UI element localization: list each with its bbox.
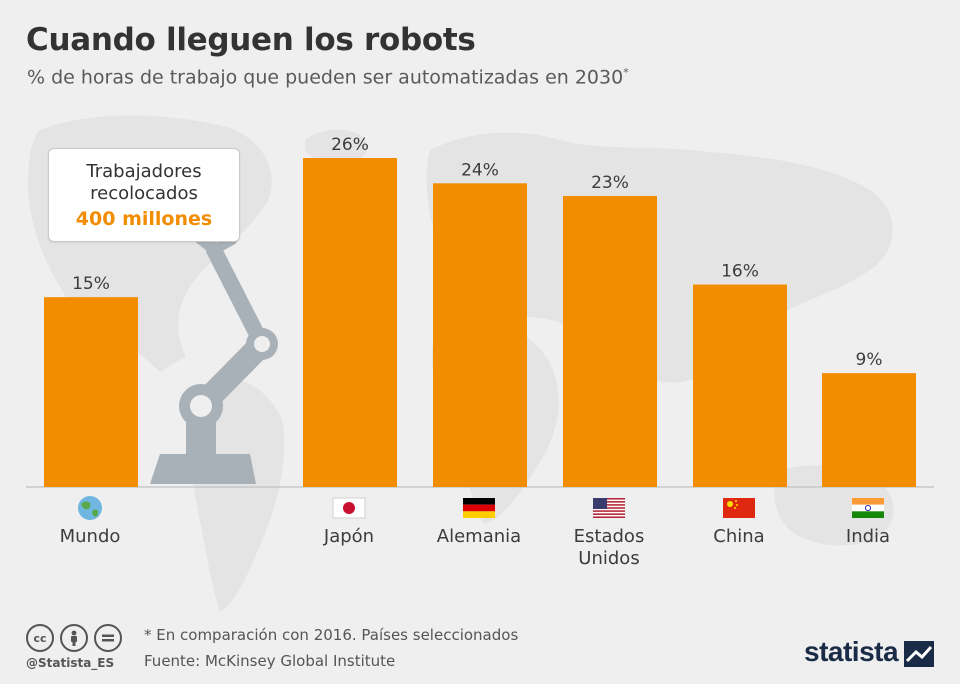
category-label-india: India: [846, 526, 890, 547]
no-derivatives-icon: [94, 624, 122, 652]
bar-alemania: [433, 183, 527, 488]
bar-china: [693, 284, 787, 487]
robot-arm-illustration: [150, 219, 278, 484]
category-label-mundo: Mundo: [60, 526, 121, 547]
footnote: * En comparación con 2016. Países selecc…: [144, 626, 519, 644]
statista-logo-mark-icon: [904, 641, 934, 667]
bar-estados-unidos: [563, 195, 657, 487]
category-label-line: Mundo: [60, 526, 121, 547]
bar-mundo: [44, 297, 138, 487]
value-labels: 15% 26% 24% 23% 16% 9%: [72, 135, 882, 370]
category-label-line: China: [713, 526, 764, 547]
subtitle-text: % de horas de trabajo que pueden ser aut…: [27, 66, 624, 89]
category-label-line: Unidos: [578, 548, 639, 569]
category-label-estados-unidos: Estados Unidos: [574, 526, 645, 569]
category-label-line: Japón: [323, 526, 374, 547]
category-label-alemania: Alemania: [437, 526, 521, 547]
value-label-alemania: 24%: [461, 160, 499, 180]
category-label-line: Estados: [574, 526, 645, 547]
bar-series: [44, 158, 916, 488]
creative-commons-icon: cc: [26, 624, 54, 652]
value-label-estados-unidos: 23%: [591, 173, 629, 193]
callout-line-2: recolocados: [90, 183, 198, 204]
chart-title: Cuando lleguen los robots: [26, 22, 476, 58]
statista-logo[interactable]: statista: [804, 636, 899, 667]
japan-flag-icon: [332, 497, 366, 519]
bar-japon: [303, 158, 397, 487]
callout-line-1: Trabajadores: [86, 161, 202, 182]
category-label-line: India: [846, 526, 890, 547]
subtitle-footnote-mark: *: [623, 66, 629, 79]
germany-flag-icon: [463, 498, 495, 518]
globe-icon: [78, 496, 102, 520]
category-label-line: Alemania: [437, 526, 521, 547]
usa-flag-icon: [593, 498, 625, 518]
china-flag-icon: [723, 498, 755, 518]
category-labels: Mundo Japón Alemania Estados Unidos China Indi…: [60, 526, 890, 569]
source-note: Fuente: McKinsey Global Institute: [144, 652, 396, 670]
value-label-mundo: 15%: [72, 274, 110, 294]
relocated-workers-callout: Trabajadores recolocados 400 millones: [48, 148, 240, 242]
value-label-china: 16%: [721, 262, 759, 282]
statista-handle[interactable]: @Statista_ES: [26, 656, 115, 670]
attribution-icon: [60, 624, 88, 652]
callout-highlight: 400 millones: [75, 208, 213, 230]
category-icons: [78, 496, 884, 520]
bar-india: [822, 373, 916, 487]
category-label-japon: Japón: [323, 526, 374, 547]
category-label-china: China: [713, 526, 764, 547]
india-flag-icon: [852, 498, 884, 518]
value-label-japon: 26%: [331, 135, 369, 155]
chart-subtitle: % de horas de trabajo que pueden ser aut…: [27, 66, 629, 88]
value-label-india: 9%: [856, 350, 883, 370]
license-icons: cc: [26, 624, 122, 652]
